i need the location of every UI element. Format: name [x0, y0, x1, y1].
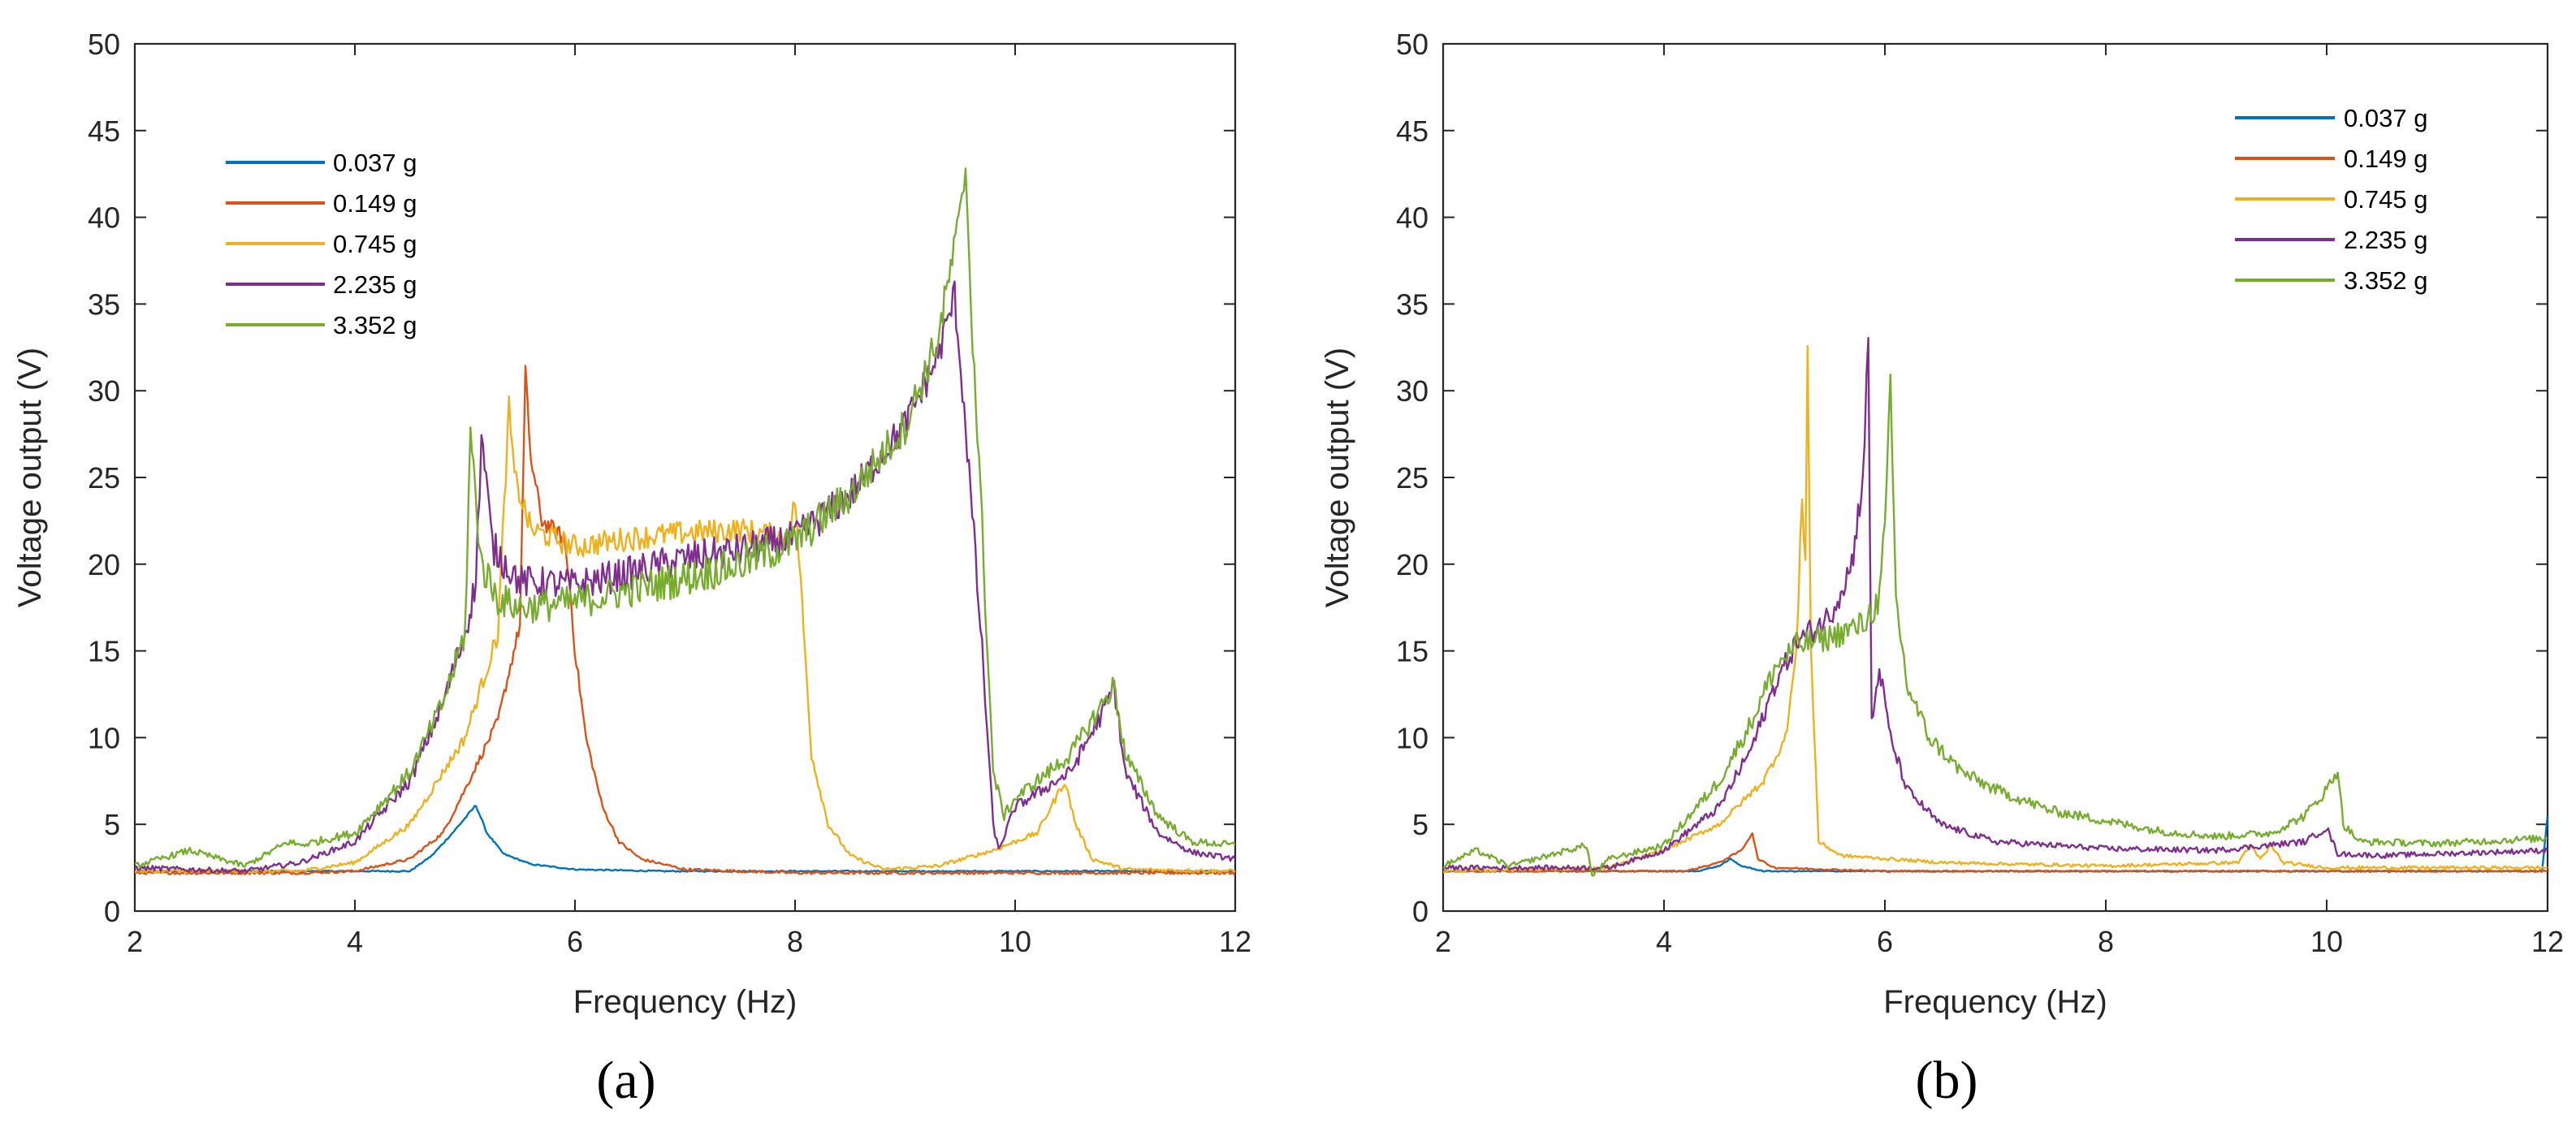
panel-label: (b) [1916, 1051, 1978, 1110]
chart-panel-b: 2 4 6 8 10 12 0 5 10 15 20 25 30 35 40 45 50 Frequency (H… [1320, 28, 2564, 1110]
y-tick-label: 35 [1396, 287, 1428, 321]
y-tick-label: 15 [1396, 635, 1428, 668]
panel-label: (a) [596, 1051, 655, 1110]
legend-label: 3.352 g [333, 311, 417, 339]
y-tick-label: 20 [1396, 548, 1428, 581]
legend-label: 0.037 g [333, 149, 417, 177]
y-tick-label: 20 [88, 548, 120, 581]
x-tick-label: 10 [2310, 925, 2343, 958]
legend-label: 2.235 g [333, 270, 417, 299]
y-tick-label: 30 [88, 374, 120, 408]
y-tick-label: 15 [88, 635, 120, 668]
legend-label: 2.235 g [2344, 226, 2427, 254]
x-tick-label: 4 [1656, 925, 1672, 958]
y-axis-label: Voltage output (V) [1320, 348, 1355, 607]
y-axis-label: Voltage output (V) [12, 348, 48, 607]
y-tick-label: 45 [1396, 114, 1428, 148]
series-line-0-149-g [1443, 832, 2548, 873]
y-tick-label: 40 [1396, 201, 1428, 235]
y-tick-label: 0 [104, 895, 120, 928]
series-line-0-037-g [1443, 815, 2548, 873]
series-line-0-745-g [1443, 345, 2548, 874]
x-tick-label: 2 [127, 925, 143, 958]
y-tick-label: 0 [1412, 895, 1428, 928]
legend-label: 0.149 g [333, 189, 417, 218]
legend-label: 3.352 g [2344, 266, 2427, 295]
legend-label: 0.149 g [2344, 145, 2427, 173]
x-tick-label: 8 [787, 925, 803, 958]
x-tick-label: 12 [1219, 925, 1251, 958]
series-line-0-745-g [135, 395, 1235, 875]
y-tick-label: 50 [88, 28, 120, 61]
series-line-2-235-g [1443, 336, 2548, 871]
y-tick-label: 5 [104, 808, 120, 841]
chart-panel-a: 2 4 6 8 10 12 0 5 10 15 20 25 30 35 40 45 50 Frequency (H… [12, 28, 1251, 1110]
y-tick-label: 10 [1396, 721, 1428, 754]
y-tick-label: 25 [1396, 461, 1428, 495]
series-line-2-235-g [135, 280, 1235, 875]
legend-label: 0.037 g [2344, 104, 2427, 132]
y-tick-label: 50 [1396, 28, 1428, 61]
x-axis-label: Frequency (Hz) [573, 984, 797, 1020]
x-tick-label: 12 [2531, 925, 2564, 958]
axes-frame [133, 42, 1237, 913]
x-tick-label: 10 [999, 925, 1031, 958]
y-tick-label: 40 [88, 201, 120, 235]
y-tick-label: 5 [1412, 808, 1428, 841]
x-tick-label: 6 [1877, 925, 1893, 958]
legend-label: 0.745 g [333, 230, 417, 258]
y-tick-label: 30 [1396, 374, 1428, 408]
legend-label: 0.745 g [2344, 185, 2427, 214]
y-tick-label: 35 [88, 287, 120, 321]
series-line-3-352-g [135, 167, 1235, 869]
series-line-0-149-g [135, 365, 1235, 875]
y-tick-label: 10 [88, 721, 120, 754]
series-line-3-352-g [1443, 374, 2548, 877]
y-tick-label: 25 [88, 461, 120, 495]
x-tick-label: 8 [2098, 925, 2114, 958]
x-tick-label: 2 [1435, 925, 1451, 958]
x-tick-label: 6 [567, 925, 583, 958]
x-tick-label: 4 [347, 925, 363, 958]
y-tick-label: 45 [88, 114, 120, 148]
axes-frame [1441, 42, 2549, 913]
x-axis-label: Frequency (Hz) [1883, 984, 2107, 1020]
